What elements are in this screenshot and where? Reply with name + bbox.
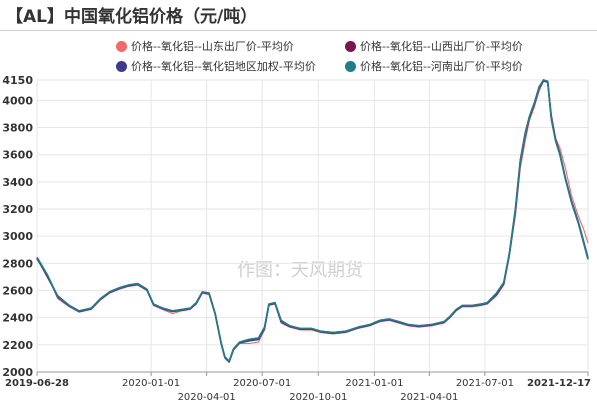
chart-title: 【AL】中国氧化铝价格（元/吨）	[6, 7, 258, 27]
series-line-2	[36, 79, 589, 362]
y-tick-label: 3000	[2, 230, 33, 243]
series-layer	[36, 79, 589, 364]
title-divider	[0, 30, 597, 31]
x-tick-label: 2020-01-01	[122, 378, 180, 389]
x-tick-label: 2020-04-01	[178, 392, 236, 403]
legend-item-weighted[interactable]: 价格--氧化铝--氧化铝地区加权-平均价	[116, 58, 316, 74]
x-tick-label: 2020-07-01	[233, 378, 291, 389]
legend-label-shanxi: 价格--氧化铝--山西出厂价-平均价	[360, 40, 523, 53]
y-tick-label: 3800	[2, 122, 33, 135]
legend-item-shanxi[interactable]: 价格--氧化铝--山西出厂价-平均价	[345, 38, 523, 54]
y-tick-label: 2000	[2, 366, 33, 379]
series-line-1	[36, 80, 589, 364]
series-line-3	[36, 79, 589, 363]
y-tick-label: 4000	[2, 94, 33, 107]
legend-marker-weighted	[116, 60, 127, 72]
x-tick-label: 2020-10-01	[289, 392, 347, 403]
x-tick-label: 2021-12-17	[527, 378, 591, 389]
y-tick-label: 3600	[2, 149, 33, 162]
x-tick-label: 2019-06-28	[5, 378, 69, 389]
series-line-4	[36, 79, 589, 362]
legend-label-weighted: 价格--氧化铝--氧化铝地区加权-平均价	[131, 60, 316, 73]
legend-item-shandong[interactable]: 价格--氧化铝--山东出厂价-平均价	[116, 38, 294, 54]
y-tick-label: 3400	[2, 176, 33, 189]
watermark: 作图：天风期货	[237, 260, 363, 281]
x-tick-label: 2021-04-01	[400, 392, 458, 403]
x-tick-label: 2021-07-01	[456, 378, 514, 389]
y-tick-label: 3200	[2, 203, 33, 216]
legend-marker-henan	[345, 60, 356, 72]
legend-label-henan: 价格--氧化铝--河南出厂价-平均价	[360, 60, 523, 73]
x-tick-label: 2021-01-01	[345, 378, 403, 389]
legend-label-shandong: 价格--氧化铝--山东出厂价-平均价	[131, 40, 294, 53]
y-tick-label: 2400	[2, 312, 33, 325]
y-tick-label: 2600	[2, 285, 33, 298]
legend-marker-shandong	[116, 40, 127, 52]
axis-layer: 2000 2200 2400 2600 2800 3000 3200 3400 3600 3800…	[2, 74, 591, 403]
y-tick-label: 4150	[2, 74, 33, 87]
y-tick-label: 2800	[2, 257, 33, 270]
legend-marker-shanxi	[345, 40, 356, 52]
legend-item-henan[interactable]: 价格--氧化铝--河南出厂价-平均价	[345, 58, 523, 74]
y-tick-label: 2200	[2, 339, 33, 352]
